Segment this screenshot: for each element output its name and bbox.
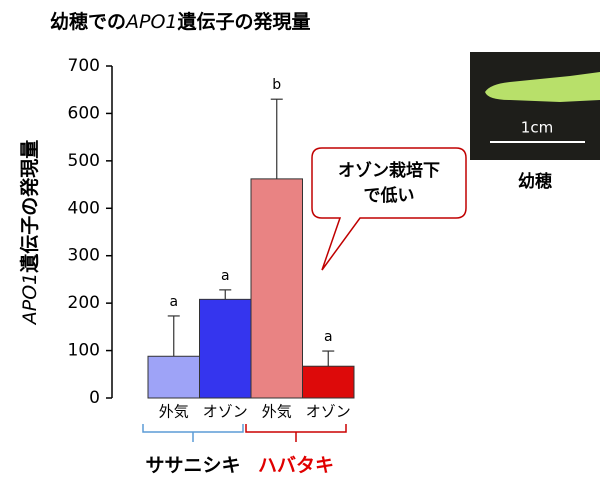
scale-label: 1cm [521, 119, 553, 137]
y-tick-label: 400 [68, 198, 100, 218]
photo-panicle [485, 72, 600, 102]
callout-box [311, 147, 467, 271]
y-tick-label: 700 [68, 56, 100, 76]
y-tick-label: 600 [68, 103, 100, 123]
significance-label: a [169, 294, 178, 310]
chart-title: 幼穂でのAPO1遺伝子の発現量 [50, 10, 311, 33]
y-tick-label: 0 [89, 388, 100, 408]
title-part: 遺伝子の発現量 [178, 10, 311, 33]
x-tick-label: 外気 [159, 403, 189, 421]
photo-caption: 幼穂 [518, 171, 552, 192]
y-tick-label: 500 [68, 151, 100, 171]
y-label-part: 遺伝子の発現量 [18, 140, 41, 273]
y-tick-label: 200 [68, 293, 100, 313]
title-part: 幼穂での [50, 10, 126, 33]
title-part: APO1 [124, 11, 178, 33]
photo [470, 52, 600, 160]
x-tick-label: 外気 [262, 403, 292, 421]
significance-label: a [324, 329, 333, 345]
callout-text: で低い [364, 185, 415, 206]
bar [199, 298, 252, 399]
significance-label: b [272, 77, 281, 93]
group-label: ハバタキ [258, 455, 334, 477]
bar [250, 178, 303, 399]
bar [147, 355, 200, 399]
group-label: ササニシキ [145, 455, 240, 477]
group-bracket [245, 424, 347, 442]
x-tick-label: オゾン [306, 403, 351, 421]
y-tick-label: 300 [68, 246, 100, 266]
bar [302, 365, 355, 399]
y-tick-label: 100 [68, 341, 100, 361]
significance-label: a [221, 268, 230, 284]
y-axis-label: APO1遺伝子の発現量 [18, 140, 41, 327]
group-bracket [142, 424, 244, 442]
y-label-part: APO1 [19, 273, 41, 327]
x-tick-label: オゾン [203, 403, 248, 421]
callout-text: オゾン栽培下 [338, 160, 440, 181]
